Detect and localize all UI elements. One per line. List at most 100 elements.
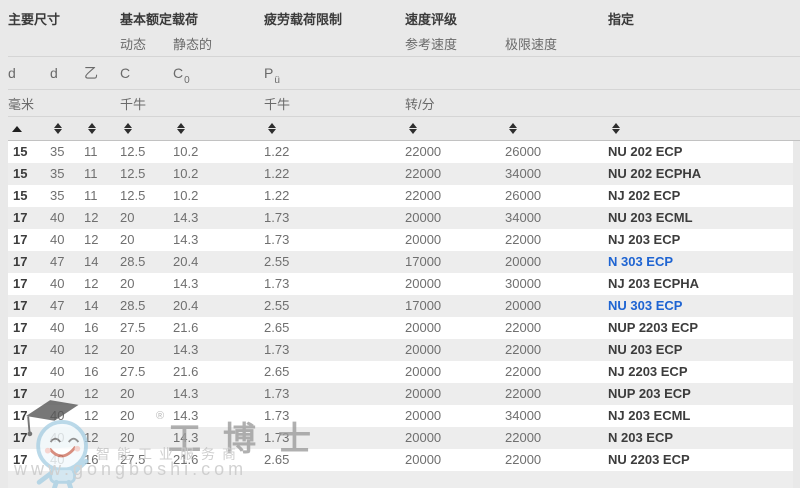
cell-static-load: 14.3: [173, 342, 199, 357]
designation-link[interactable]: NUP 203 ECP: [608, 386, 691, 401]
designation-link[interactable]: NJ 203 ECPHA: [608, 276, 700, 291]
cell-reference-speed: 22000: [405, 166, 442, 181]
cell-bore-diameter: 17: [13, 298, 28, 313]
cell-dynamic-load: 27.5: [120, 320, 146, 335]
designation-link[interactable]: NU 203 ECML: [608, 210, 693, 225]
designation-link[interactable]: NU 202 ECPHA: [608, 166, 702, 181]
sort-ascending-icon: [12, 125, 22, 132]
cell-fatigue-load: 1.73: [264, 276, 290, 291]
cell-bore-diameter: 17: [13, 254, 28, 269]
cell-bore-diameter: 15: [13, 188, 28, 203]
designation-link[interactable]: N 203 ECP: [608, 430, 674, 445]
cell-reference-speed: 20000: [405, 386, 442, 401]
sort-width[interactable]: [84, 123, 120, 134]
cell-fatigue-load: 1.22: [264, 166, 290, 181]
cell-dynamic-load: 28.5: [120, 254, 146, 269]
cell-reference-speed: 20000: [405, 452, 442, 467]
symbol-width: 乙: [84, 65, 98, 81]
cell-fatigue-load: 2.55: [264, 254, 290, 269]
cell-fatigue-load: 1.73: [264, 386, 290, 401]
unit-millimeters: 毫米: [8, 96, 35, 112]
designation-link[interactable]: NUP 2203 ECP: [608, 320, 699, 335]
cell-limiting-speed: 22000: [505, 320, 542, 335]
cell-reference-speed: 20000: [405, 320, 442, 335]
cell-limiting-speed: 22000: [505, 342, 542, 357]
cell-width: 16: [84, 452, 99, 467]
sort-reference-speed[interactable]: [405, 123, 505, 134]
cell-bore-diameter: 17: [13, 342, 28, 357]
cell-fatigue-load: 1.22: [264, 144, 290, 159]
cell-fatigue-load: 1.73: [264, 408, 290, 423]
sort-both-icon: [177, 123, 185, 128]
cell-width: 14: [84, 254, 99, 269]
cell-fatigue-load: 1.73: [264, 210, 290, 225]
cell-limiting-speed: 22000: [505, 430, 542, 445]
cell-outside-diameter: 40: [50, 342, 65, 357]
sort-both-icon: [409, 123, 417, 128]
cell-width: 12: [84, 430, 99, 445]
designation-link[interactable]: NU 2203 ECP: [608, 452, 690, 467]
column-group-designation: 指定: [608, 11, 635, 27]
cell-reference-speed: 20000: [405, 210, 442, 225]
table-row: 17 40 12 20 14.3 1.73 20000 22000 NJ 203…: [8, 229, 793, 251]
subheader-static: 静态的: [173, 37, 213, 52]
cell-dynamic-load: 12.5: [120, 166, 146, 181]
designation-link[interactable]: NJ 203 ECML: [608, 408, 691, 423]
designation-link[interactable]: NJ 203 ECP: [608, 232, 681, 247]
designation-link[interactable]: NU 202 ECP: [608, 144, 683, 159]
cell-dynamic-load: 27.5: [120, 452, 146, 467]
cell-outside-diameter: 47: [50, 254, 65, 269]
cell-dynamic-load: 20: [120, 386, 135, 401]
symbol-fatigue-load-Pu: Pü: [264, 65, 280, 86]
table-row: 17 40 16 27.5 21.6 2.65 20000 22000 NJ 2…: [8, 361, 793, 383]
column-group-fatigue-load-limit: 疲劳载荷限制: [264, 11, 343, 27]
subheader-reference-speed: 参考速度: [405, 37, 458, 52]
table-row: 17 40 12 20 14.3 1.73 20000 34000 NU 203…: [8, 207, 793, 229]
cell-dynamic-load: 28.5: [120, 298, 146, 313]
cell-fatigue-load: 1.73: [264, 232, 290, 247]
cell-bore-diameter: 15: [13, 144, 28, 159]
designation-link[interactable]: NJ 202 ECP: [608, 188, 681, 203]
cell-static-load: 21.6: [173, 320, 199, 335]
designation-link[interactable]: N 303 ECP: [608, 254, 674, 269]
cell-reference-speed: 20000: [405, 408, 442, 423]
cell-bore-diameter: 17: [13, 364, 28, 379]
cell-dynamic-load: 20: [120, 210, 135, 225]
cell-dynamic-load: 12.5: [120, 188, 146, 203]
cell-outside-diameter: 40: [50, 364, 65, 379]
cell-outside-diameter: 40: [50, 408, 65, 423]
cell-static-load: 14.3: [173, 276, 199, 291]
cell-outside-diameter: 40: [50, 386, 65, 401]
designation-link[interactable]: NU 303 ECP: [608, 298, 683, 313]
cell-static-load: 10.2: [173, 188, 199, 203]
cell-outside-diameter: 40: [50, 276, 65, 291]
symbol-outside-diameter: d: [50, 65, 58, 81]
unit-kilonewton-load: 千牛: [120, 96, 147, 112]
cell-reference-speed: 20000: [405, 232, 442, 247]
symbol-bore-diameter: d: [8, 65, 16, 81]
sort-designation[interactable]: [608, 123, 800, 134]
table-row: 17 40 12 20 14.3 1.73 20000 22000 N 203 …: [8, 427, 793, 449]
designation-link[interactable]: NU 203 ECP: [608, 342, 683, 357]
sort-dynamic-load[interactable]: [120, 123, 173, 134]
cell-static-load: 14.3: [173, 210, 199, 225]
cell-outside-diameter: 35: [50, 144, 65, 159]
sort-fatigue-load[interactable]: [264, 123, 405, 134]
designation-link[interactable]: NJ 2203 ECP: [608, 364, 688, 379]
sort-static-load[interactable]: [173, 123, 264, 134]
sort-limiting-speed[interactable]: [505, 123, 608, 134]
cell-dynamic-load: 20: [120, 430, 135, 445]
cell-width: 12: [84, 276, 99, 291]
table-row: 17 40 12 20 14.3 1.73 20000 30000 NJ 203…: [8, 273, 793, 295]
cell-width: 16: [84, 364, 99, 379]
sort-both-icon: [268, 123, 276, 128]
cell-outside-diameter: 40: [50, 320, 65, 335]
sort-outside-diameter[interactable]: [50, 123, 84, 134]
cell-outside-diameter: 35: [50, 188, 65, 203]
cell-bore-diameter: 17: [13, 320, 28, 335]
cell-reference-speed: 20000: [405, 342, 442, 357]
cell-dynamic-load: 12.5: [120, 144, 146, 159]
cell-bore-diameter: 17: [13, 386, 28, 401]
cell-static-load: 14.3: [173, 408, 199, 423]
sort-bore-diameter-ascending[interactable]: [8, 125, 50, 132]
